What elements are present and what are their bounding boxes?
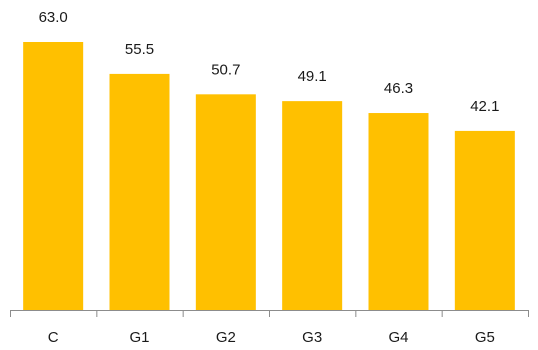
category-label-g1: G1 bbox=[129, 329, 149, 346]
category-label-g2: G2 bbox=[216, 329, 236, 346]
value-label-g2: 50.7 bbox=[211, 61, 240, 78]
category-label-g4: G4 bbox=[388, 329, 408, 346]
value-label-g1: 55.5 bbox=[125, 41, 154, 58]
value-label-g4: 46.3 bbox=[384, 80, 413, 97]
bar-g2 bbox=[195, 94, 256, 310]
category-label-c: C bbox=[48, 329, 59, 346]
value-label-c: 63.0 bbox=[39, 9, 68, 26]
bar-c bbox=[23, 42, 84, 310]
bar-g4 bbox=[368, 113, 429, 311]
x-axis-ticks bbox=[10, 310, 529, 317]
value-labels-group: 63.0 55.5 50.7 49.1 46.3 42.1 bbox=[39, 9, 500, 115]
bars-group bbox=[23, 42, 515, 311]
bar-g3 bbox=[282, 101, 343, 310]
bar-g5 bbox=[454, 130, 515, 310]
category-label-g3: G3 bbox=[302, 329, 322, 346]
bar-g1 bbox=[109, 73, 170, 311]
category-labels-group: C G1 G2 G3 G4 G5 bbox=[48, 329, 495, 346]
value-label-g5: 42.1 bbox=[470, 98, 499, 115]
category-label-g5: G5 bbox=[475, 329, 495, 346]
value-label-g3: 49.1 bbox=[298, 68, 327, 85]
